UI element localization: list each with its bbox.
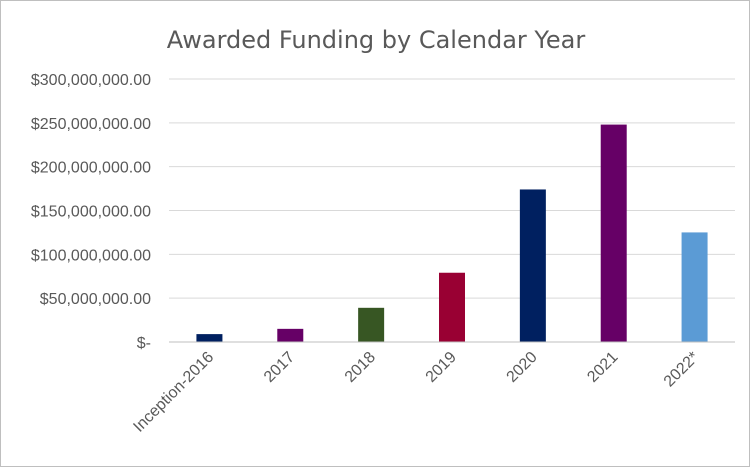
y-tick-label: $250,000,000.00	[31, 116, 151, 133]
x-tick-label: 2022*	[661, 349, 703, 391]
x-tick-label: Inception-2016	[130, 349, 217, 436]
x-tick-label: 2021	[584, 349, 621, 386]
bar-2020	[519, 189, 546, 342]
y-tick-label: $200,000,000.00	[31, 160, 151, 177]
chart-title: Awarded Funding by Calendar Year	[167, 26, 586, 54]
y-tick-label: $300,000,000.00	[31, 72, 151, 89]
x-tick-label: 2017	[261, 349, 298, 386]
bar-2019	[439, 272, 465, 342]
gridlines	[169, 78, 735, 299]
bar-2022	[681, 232, 708, 342]
bar-2018	[358, 307, 385, 342]
x-tick-label: 2018	[342, 349, 379, 386]
bars	[196, 124, 708, 342]
y-tick-label: $-	[137, 335, 151, 352]
x-tick-label: 2020	[503, 349, 540, 386]
bar-2017	[277, 328, 304, 342]
y-tick-label: $100,000,000.00	[31, 247, 151, 264]
y-tick-label: $150,000,000.00	[31, 204, 151, 221]
bar-2021	[600, 124, 627, 342]
bar-inception-2016	[196, 334, 223, 342]
y-axis-tick-labels: $- $50,000,000.00 $100,000,000.00 $150,000,…	[31, 72, 151, 352]
x-tick-label: 2019	[423, 349, 460, 386]
x-axis-tick-labels: Inception-2016 2017 2018 2019 2020 2021 2022*	[130, 349, 702, 436]
y-tick-label: $50,000,000.00	[40, 291, 151, 308]
